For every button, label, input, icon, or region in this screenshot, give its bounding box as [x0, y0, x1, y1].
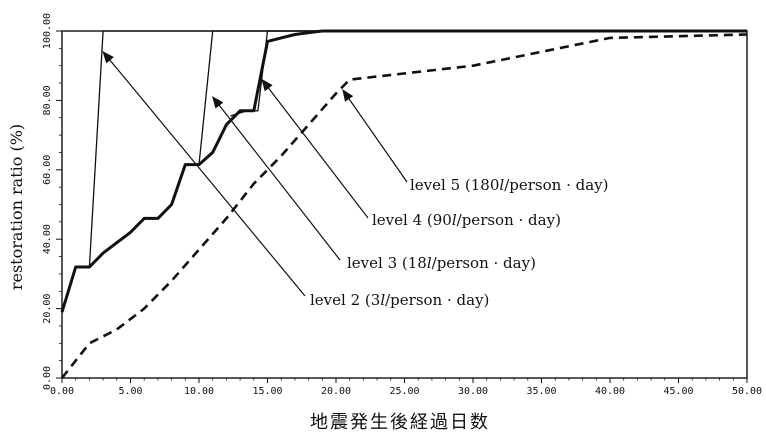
x-tick-label: 30.00 — [458, 386, 488, 397]
annotation-arrow — [102, 51, 306, 297]
series-line-dashed — [60, 33, 748, 379]
annotation-arrow — [342, 89, 408, 183]
series-line-thin — [230, 30, 747, 117]
plot-frame — [61, 30, 748, 379]
y-tick-label: 40.00 — [42, 224, 53, 254]
x-tick-label: 0.00 — [50, 386, 74, 397]
x-tick-label: 20.00 — [321, 386, 351, 397]
y-tick-label: 100.00 — [42, 13, 53, 49]
y-tick-label: 60.00 — [42, 155, 53, 185]
y-tick-label: 20.00 — [42, 294, 53, 324]
x-tick-label: 5.00 — [118, 386, 142, 397]
x-tick-label: 15.00 — [252, 386, 282, 397]
annotation-label: level 3 (18l/person · day) — [347, 254, 536, 272]
annotation-label: level 4 (90l/person · day) — [372, 211, 561, 229]
x-axis-title: 地震発生後経過日数 — [310, 412, 490, 433]
series-line-bold — [60, 29, 747, 313]
x-tick-label: 35.00 — [526, 386, 556, 397]
y-axis-title: restoration ratio (%) — [7, 124, 26, 290]
x-tick-label: 45.00 — [663, 386, 693, 397]
x-tick-label: 10.00 — [184, 386, 214, 397]
x-tick-label: 50.00 — [732, 386, 762, 397]
annotation-label: level 2 (3l/person · day) — [310, 291, 489, 309]
x-tick-label: 25.00 — [389, 386, 419, 397]
annotation-arrow — [212, 96, 341, 261]
y-tick-label: 80.00 — [42, 85, 53, 115]
y-tick-label: 0.00 — [42, 366, 53, 390]
annotation-label: level 5 (180l/person · day) — [410, 176, 608, 194]
x-tick-label: 40.00 — [595, 386, 625, 397]
annotation-arrow — [261, 78, 369, 219]
